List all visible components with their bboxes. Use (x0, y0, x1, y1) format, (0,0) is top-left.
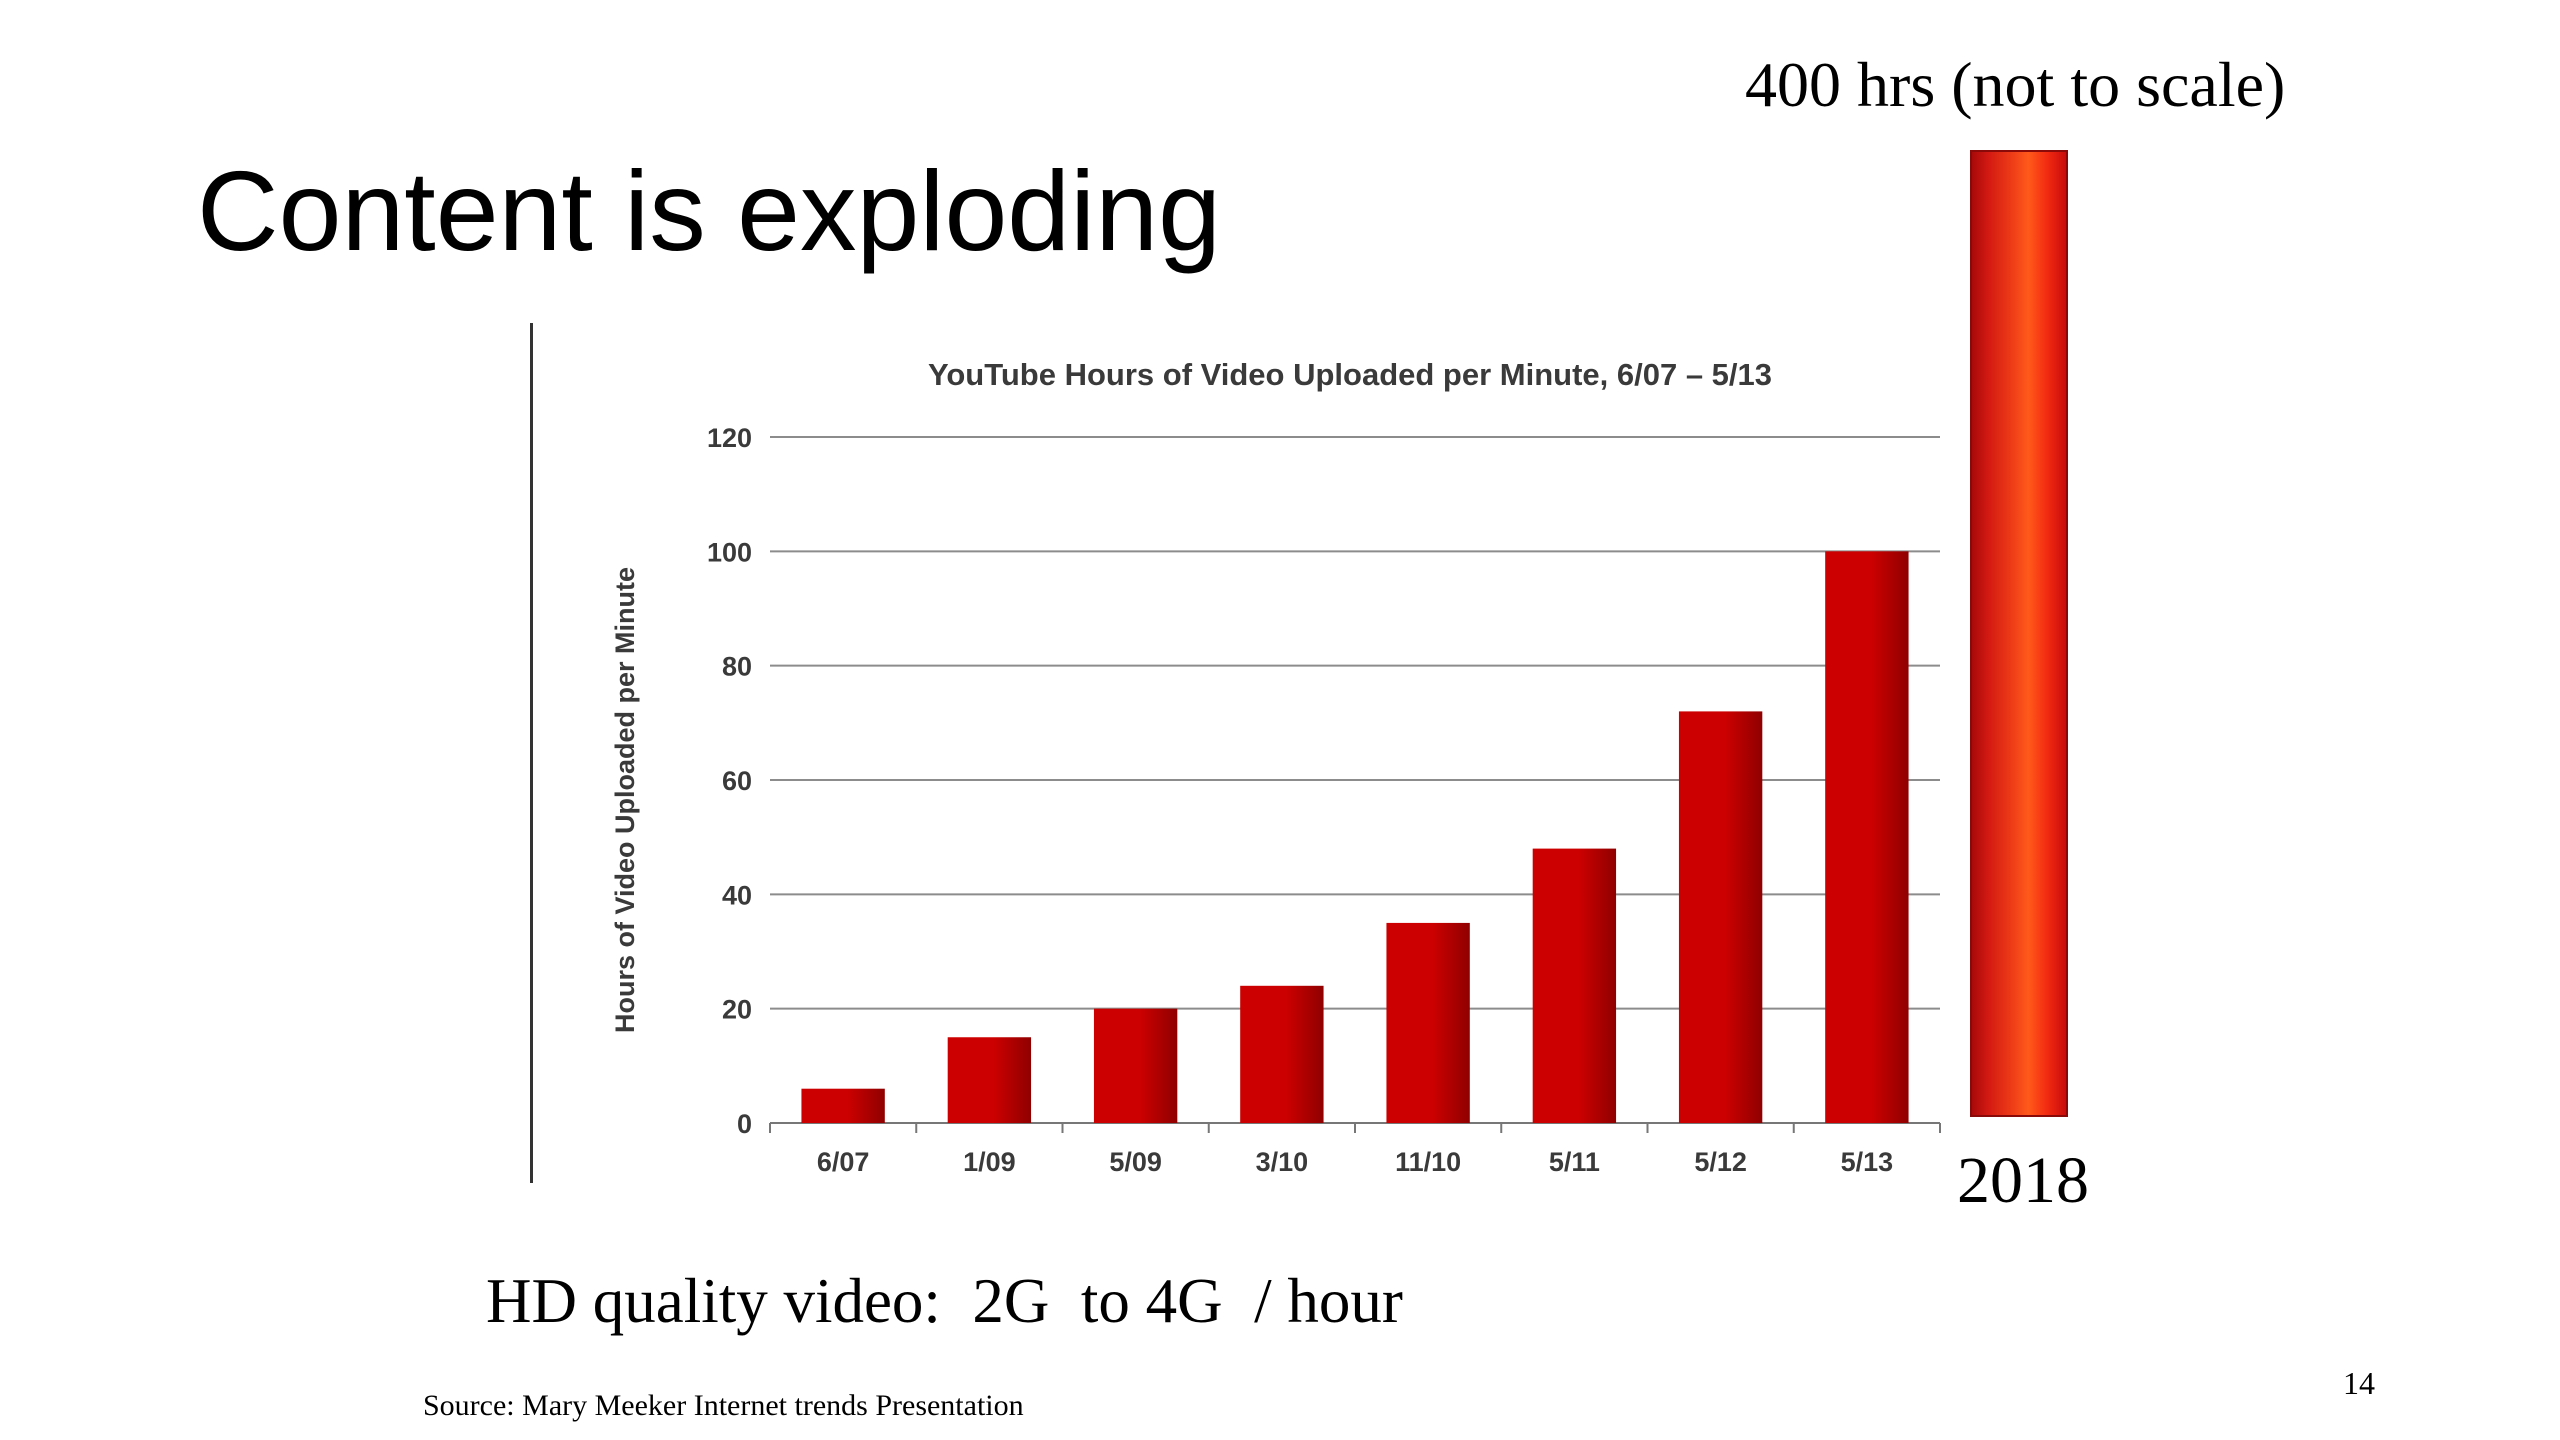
y-axis-label: Hours of Video Uploaded per Minute (610, 567, 640, 1033)
y-tick-label: 0 (737, 1109, 752, 1139)
chart-title: YouTube Hours of Video Uploaded per Minu… (928, 357, 1772, 392)
callout-label: 400 hrs (not to scale) (1745, 49, 2286, 120)
y-tick-label: 40 (722, 880, 752, 910)
x-tick-label: 5/12 (1694, 1147, 1747, 1177)
bar (1093, 1008, 1178, 1123)
bar (947, 1037, 1032, 1123)
bar (1240, 985, 1324, 1123)
slide-title: Content is exploding (197, 148, 1221, 274)
callout-bar (1970, 150, 2068, 1117)
x-tick-label: 3/10 (1256, 1147, 1309, 1177)
page-number: 14 (2343, 1365, 2375, 1401)
bar (801, 1088, 885, 1123)
y-tick-label: 100 (707, 537, 752, 567)
bar (1386, 922, 1470, 1123)
bar (1678, 711, 1763, 1123)
hd-note: HD quality video: 2G to 4G / hour (486, 1266, 1403, 1336)
x-tick-label: 5/11 (1549, 1147, 1600, 1177)
x-tick-label: 5/09 (1109, 1147, 1162, 1177)
x-tick-label: 5/13 (1841, 1147, 1894, 1177)
x-tick-label: 1/09 (963, 1147, 1016, 1177)
callout-year: 2018 (1957, 1144, 2089, 1217)
y-tick-label: 80 (722, 652, 752, 682)
bar (1532, 848, 1617, 1123)
divider-line (530, 323, 533, 1183)
x-tick-label: 11/10 (1395, 1147, 1461, 1177)
y-tick-label: 20 (722, 995, 752, 1025)
bar (1825, 551, 1909, 1123)
source-note: Source: Mary Meeker Internet trends Pres… (423, 1389, 1024, 1422)
y-tick-label: 60 (722, 766, 752, 796)
x-tick-label: 6/07 (817, 1147, 870, 1177)
y-tick-label: 120 (707, 423, 752, 453)
